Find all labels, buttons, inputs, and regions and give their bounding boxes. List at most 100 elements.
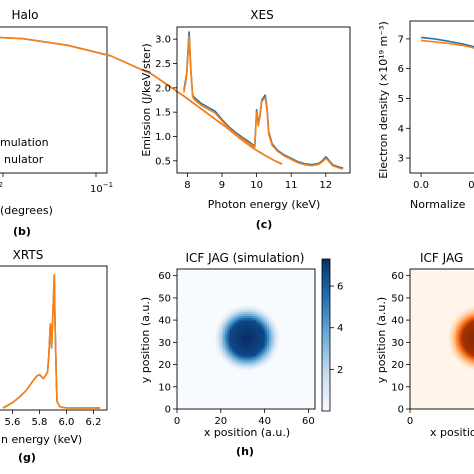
jag-sim-cell: [251, 357, 255, 361]
jag-sim-cell: [266, 344, 270, 348]
jag-sim-cell: [218, 351, 222, 354]
jag-sim-cell: [216, 326, 220, 330]
jag-sim-cell: [258, 364, 261, 368]
jag-sim-cell: [266, 317, 270, 321]
jag-sim-cell: [225, 357, 228, 361]
jag-sim-cell: [233, 306, 237, 310]
jag-pred-cell: [466, 335, 470, 339]
jag-sim-cell: [231, 349, 235, 352]
jag-sim-cell: [225, 342, 228, 345]
jag-sim-cell: [231, 317, 235, 321]
jag-sim-cell: [223, 331, 226, 334]
jag-sim-cell: [260, 364, 263, 368]
jag-sim-cell: [275, 324, 279, 328]
jag-sim-cell: [229, 355, 233, 359]
xrts-panel-label: (g): [18, 451, 36, 464]
jag-pred-cell: [469, 313, 472, 317]
jag-pred-cell: [460, 351, 463, 354]
jag-sim-cell: [249, 315, 252, 319]
jag-sim-cell: [238, 353, 241, 357]
jag-pred-cell: [469, 349, 472, 352]
jag-sim-cell: [271, 329, 274, 332]
jag-sim-cell: [223, 349, 226, 352]
jag-sim-cell: [271, 337, 274, 341]
jag-sim-cell: [255, 362, 259, 365]
jag-sim-cell: [229, 335, 233, 339]
jag-pred-cell: [464, 333, 468, 337]
jag-sim-cell: [236, 360, 239, 363]
jag-pred-cell: [460, 337, 463, 341]
jag-sim-cell: [216, 331, 220, 334]
jag-sim-cell: [233, 322, 237, 325]
jag-pred-cell: [456, 331, 459, 334]
jag-sim-cell: [271, 346, 274, 350]
jag-sim-cell: [247, 355, 250, 359]
jag-sim-cell: [244, 313, 248, 317]
jag-sim-cell: [247, 349, 250, 352]
jag-sim-cell: [260, 362, 263, 365]
jag-sim-cell: [238, 335, 241, 339]
jag-sim-cell: [218, 349, 222, 352]
jag-pred-cell: [462, 313, 466, 317]
jag-sim-cell: [258, 351, 261, 354]
jag-pred-cell: [451, 344, 455, 348]
jag-sim-cell: [253, 362, 257, 365]
jag-pred-cell: [460, 355, 463, 359]
jag-sim-cell: [260, 360, 263, 363]
jag-sim-cell: [220, 329, 224, 332]
jag-sim-cell: [225, 329, 228, 332]
jag-sim-cell: [262, 355, 266, 359]
jag-sim-cell: [251, 344, 255, 348]
jag-pred-cell: [466, 306, 470, 310]
jag-sim-cell: [264, 342, 268, 345]
jag-pred-cell: [464, 364, 468, 368]
jag-sim-cell: [260, 351, 263, 354]
jag-sim-cell: [242, 364, 246, 368]
jag-sim-cell: [242, 360, 246, 363]
jag-sim-cell: [266, 357, 270, 361]
jag-sim-cell: [236, 335, 239, 339]
jag-sim-cell: [275, 337, 279, 341]
jag-sim-cell: [238, 340, 241, 343]
jag-sim-cell: [255, 349, 259, 352]
jag-sim-cell: [260, 355, 263, 359]
jag-sim-cell: [271, 349, 274, 352]
jag-sim-cell: [255, 366, 259, 370]
jag-sim-cell: [220, 320, 224, 323]
jag-sim-cell: [264, 324, 268, 328]
jag-pred-cell: [458, 329, 461, 332]
jag-sim-cell: [258, 317, 261, 321]
jag-pred-cell: [471, 329, 474, 332]
jag-sim-cell: [251, 324, 255, 328]
jag-sim-cell: [271, 353, 274, 357]
jag-sim-cell: [223, 340, 226, 343]
jag-sim-cell: [247, 315, 250, 319]
jag-pred-cell: [451, 331, 455, 334]
jag-sim-cell: [260, 357, 263, 361]
jag-sim-cell: [233, 357, 237, 361]
jag-pred-cell: [469, 362, 472, 365]
jag-sim-cell: [247, 320, 250, 323]
jag-sim-cell: [275, 346, 279, 350]
jag-pred-cell: [456, 315, 459, 319]
jag-sim-cell: [255, 333, 259, 337]
jag-pred-cell: [469, 320, 472, 323]
jag-pred-cell: [456, 353, 459, 357]
jag-sim-cell: [273, 322, 276, 325]
jag-sim-cell: [262, 331, 266, 334]
jag-sim-cell: [242, 335, 246, 339]
jag-sim-cell: [242, 309, 246, 312]
jag-sim-cell: [262, 311, 266, 314]
jag-pred-cell: [471, 322, 474, 325]
jag-pred-cell: [451, 346, 455, 350]
jag-sim-cell: [264, 337, 268, 341]
jag-sim-cell: [238, 313, 241, 317]
jag-sim-cell: [238, 357, 241, 361]
jag-pred-cell: [469, 309, 472, 312]
density-series-2: [420, 39, 474, 49]
jag-sim-cell: [238, 337, 241, 341]
xes-lines: [183, 31, 344, 170]
jag-sim-cell: [255, 351, 259, 354]
jag-sim-cell: [271, 351, 274, 354]
jag-sim-cell: [240, 353, 244, 357]
